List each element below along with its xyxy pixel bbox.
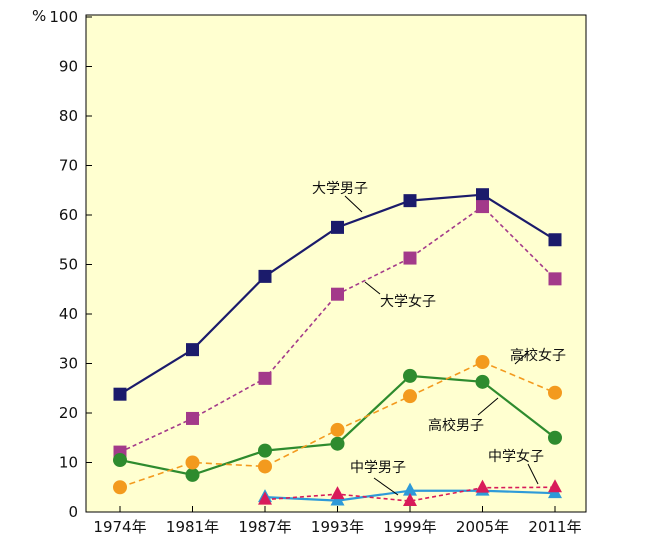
data-point bbox=[258, 269, 272, 283]
series-labels: 大学男子 大学女子 高校女子 高校男子 中学男子 中学女子 bbox=[312, 181, 566, 496]
data-point bbox=[258, 443, 272, 458]
label-leader-chugaku-danshi bbox=[373, 477, 399, 496]
series-group bbox=[113, 188, 562, 507]
y-tick-label: 80 bbox=[59, 107, 78, 125]
data-point bbox=[476, 188, 489, 202]
data-point bbox=[331, 220, 344, 234]
data-point bbox=[403, 368, 417, 383]
data-point bbox=[330, 436, 345, 451]
data-point bbox=[186, 411, 199, 425]
y-tick-label: 50 bbox=[59, 256, 78, 274]
series-label-koko-danshi: 高校男子 bbox=[428, 417, 484, 434]
x-tick-label: 1974年 bbox=[93, 518, 146, 536]
series-label-daigaku-danshi: 大学男子 bbox=[312, 181, 368, 197]
x-tick-label: 2011年 bbox=[528, 518, 581, 536]
y-tick-label: 60 bbox=[59, 206, 78, 224]
data-point bbox=[548, 430, 562, 445]
data-point bbox=[185, 455, 200, 470]
label-leader-daigaku-danshi bbox=[344, 195, 363, 213]
data-point bbox=[113, 480, 127, 495]
data-point bbox=[113, 453, 127, 468]
data-point bbox=[548, 233, 562, 247]
label-leader-koko-joshi bbox=[514, 351, 529, 365]
data-point bbox=[476, 200, 489, 214]
data-point bbox=[113, 387, 127, 401]
data-point bbox=[330, 422, 345, 437]
data-point bbox=[403, 482, 417, 496]
data-point bbox=[330, 486, 345, 500]
data-point bbox=[475, 479, 490, 493]
data-point bbox=[258, 459, 272, 474]
y-tick-label: 10 bbox=[59, 454, 78, 472]
data-point bbox=[475, 374, 490, 389]
data-point bbox=[403, 389, 417, 404]
data-point bbox=[331, 287, 344, 301]
y-tick-label: 40 bbox=[59, 305, 78, 323]
data-point bbox=[185, 467, 200, 482]
x-tick-label: 1981年 bbox=[166, 518, 219, 536]
y-tick-label: 20 bbox=[59, 404, 78, 422]
series-label-chugaku-joshi: 中学女子 bbox=[488, 448, 544, 465]
data-point bbox=[186, 343, 199, 357]
x-tick-label: 1999年 bbox=[383, 518, 436, 536]
data-point bbox=[548, 272, 562, 286]
y-tick-label: 90 bbox=[59, 58, 78, 76]
series-label-chugaku-danshi: 中学男子 bbox=[350, 460, 406, 476]
data-point bbox=[258, 491, 272, 505]
data-point bbox=[548, 385, 562, 400]
x-tick-label: 1993年 bbox=[311, 518, 364, 536]
label-leader-koko-danshi bbox=[477, 397, 499, 416]
label-leader-chugaku-joshi bbox=[527, 463, 539, 485]
data-point bbox=[548, 479, 562, 493]
series-label-daigaku-joshi: 大学女子 bbox=[380, 293, 436, 310]
y-axis-ticks: 0 10 20 30 40 50 60 70 80 90 100 bbox=[49, 8, 92, 521]
series-label-koko-joshi: 高校女子 bbox=[510, 347, 566, 364]
x-axis-ticks: 1974年 1981年 1987年 1993年 1999年 2005年 2011年 bbox=[93, 506, 582, 536]
y-tick-label: 70 bbox=[59, 157, 78, 175]
x-tick-label: 1987年 bbox=[238, 518, 291, 536]
y-axis-unit: % bbox=[32, 7, 46, 25]
x-tick-label: 2005年 bbox=[456, 518, 509, 536]
label-leader-daigaku-joshi bbox=[364, 281, 381, 295]
data-point bbox=[403, 194, 417, 208]
data-point bbox=[475, 355, 490, 370]
data-point bbox=[258, 371, 272, 385]
y-tick-label: 0 bbox=[68, 503, 78, 521]
y-tick-label: 30 bbox=[59, 355, 78, 373]
y-tick-label: 100 bbox=[49, 8, 78, 26]
data-point bbox=[403, 251, 417, 265]
data-point bbox=[403, 493, 417, 507]
